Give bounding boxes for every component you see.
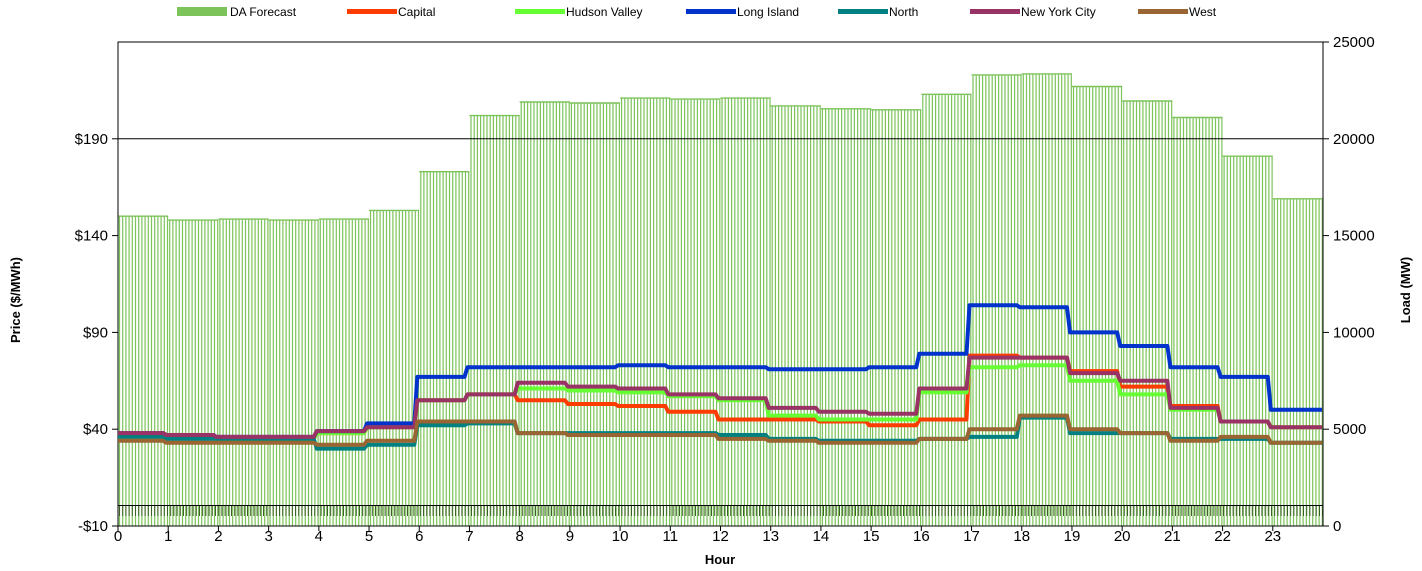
x-tick-label: 6 <box>415 528 423 545</box>
x-tick-label: 20 <box>1114 528 1131 545</box>
legend-item: Capital <box>347 5 435 19</box>
load-bars <box>118 73 1324 526</box>
load-bar <box>118 215 169 526</box>
x-tick-label: 5 <box>365 528 373 545</box>
x-tick-label: 14 <box>813 528 830 545</box>
legend-swatch <box>347 9 397 14</box>
legend-item: West <box>1138 5 1217 19</box>
load-bar <box>1172 116 1223 526</box>
load-bar <box>871 109 922 526</box>
legend-swatch <box>970 9 1020 14</box>
left-tick-label: -$10 <box>78 518 108 535</box>
x-tick-label: 21 <box>1164 528 1181 545</box>
load-bar <box>268 219 319 526</box>
load-bar <box>670 98 721 526</box>
x-tick-label: 2 <box>214 528 222 545</box>
left-tick-label: $40 <box>83 421 108 438</box>
load-bar <box>921 93 972 526</box>
load-bar <box>168 219 219 526</box>
legend-label: New York City <box>1021 5 1096 19</box>
x-tick-label: 1 <box>164 528 172 545</box>
legend-item: North <box>838 5 918 19</box>
load-bar <box>469 114 520 526</box>
load-bar <box>820 108 872 526</box>
legend-swatch <box>177 7 227 16</box>
x-tick-label: 8 <box>515 528 523 545</box>
load-bar <box>971 74 1022 526</box>
legend-item: Long Island <box>686 5 799 19</box>
load-bar <box>720 97 771 526</box>
load-bar <box>770 105 821 526</box>
x-tick-label: 13 <box>762 528 779 545</box>
legend-item: DA Forecast <box>177 5 297 19</box>
legend-label: Hudson Valley <box>566 5 643 19</box>
x-tick-label: 17 <box>963 528 980 545</box>
legend-swatch <box>515 9 565 14</box>
x-tick-label: 0 <box>114 528 122 545</box>
load-bar <box>569 102 621 526</box>
x-tick-label: 10 <box>612 528 629 545</box>
left-tick-label: $190 <box>75 131 108 148</box>
x-axis-title: Hour <box>705 552 735 567</box>
x-tick-label: 22 <box>1214 528 1231 545</box>
left-tick-label: $90 <box>83 324 108 341</box>
x-tick-label: 18 <box>1013 528 1030 545</box>
right-tick-label: 15000 <box>1333 228 1375 245</box>
legend-label: Long Island <box>737 5 799 19</box>
x-tick-label: 3 <box>264 528 272 545</box>
legend-item: New York City <box>970 5 1096 19</box>
x-tick-label: 4 <box>315 528 323 545</box>
right-tick-label: 5000 <box>1333 421 1366 438</box>
series-line-west <box>118 413 1322 447</box>
load-bar <box>519 101 570 526</box>
load-bar <box>620 97 671 526</box>
right-tick-label: 10000 <box>1333 324 1375 341</box>
load-bar-base <box>118 505 1324 516</box>
right-tick-label: 25000 <box>1333 34 1375 51</box>
series-line-new-york-city <box>118 355 1322 439</box>
legend: DA Forecast Capital Hudson Valley Long Isla… <box>177 5 1217 19</box>
load-bar <box>1222 155 1273 526</box>
legend-swatch <box>1138 9 1188 14</box>
x-tick-label: 23 <box>1264 528 1281 545</box>
right-tick-label: 0 <box>1333 518 1341 535</box>
x-axis: 0 1 2 3 4 5 6 7 8 9 10 11 12 13 14 15 16 17 18 19 20 21 22 23 <box>114 526 1281 545</box>
x-tick-label: 19 <box>1064 528 1081 545</box>
load-bar <box>419 170 470 526</box>
load-bar <box>1122 100 1173 526</box>
legend-item: Hudson Valley <box>515 5 643 19</box>
legend-swatch <box>838 9 888 14</box>
load-bar <box>1071 85 1123 526</box>
load-bar <box>1021 73 1072 526</box>
right-tick-label: 20000 <box>1333 131 1375 148</box>
x-tick-label: 11 <box>663 528 679 545</box>
load-bar <box>369 209 420 526</box>
left-axis-title: Price ($/MWh) <box>8 257 23 343</box>
x-tick-label: 7 <box>465 528 473 545</box>
left-axis: -$10 $40 $90 $140 $190 <box>75 131 118 535</box>
x-tick-label: 15 <box>863 528 880 545</box>
x-tick-label: 16 <box>913 528 930 545</box>
right-axis: 0 5000 10000 15000 20000 25000 <box>1323 34 1375 535</box>
x-tick-label: 9 <box>566 528 574 545</box>
load-bar <box>218 218 269 526</box>
legend-label: Capital <box>398 5 435 19</box>
price-lines <box>118 303 1322 451</box>
load-bar <box>318 218 370 526</box>
x-tick-label: 12 <box>712 528 729 545</box>
left-tick-label: $140 <box>75 228 108 245</box>
right-axis-title: Load (MW) <box>1398 257 1413 323</box>
legend-label: DA Forecast <box>230 5 297 19</box>
legend-swatch <box>686 9 736 14</box>
load-bar <box>1272 198 1323 526</box>
legend-label: North <box>889 5 918 19</box>
legend-label: West <box>1189 5 1217 19</box>
